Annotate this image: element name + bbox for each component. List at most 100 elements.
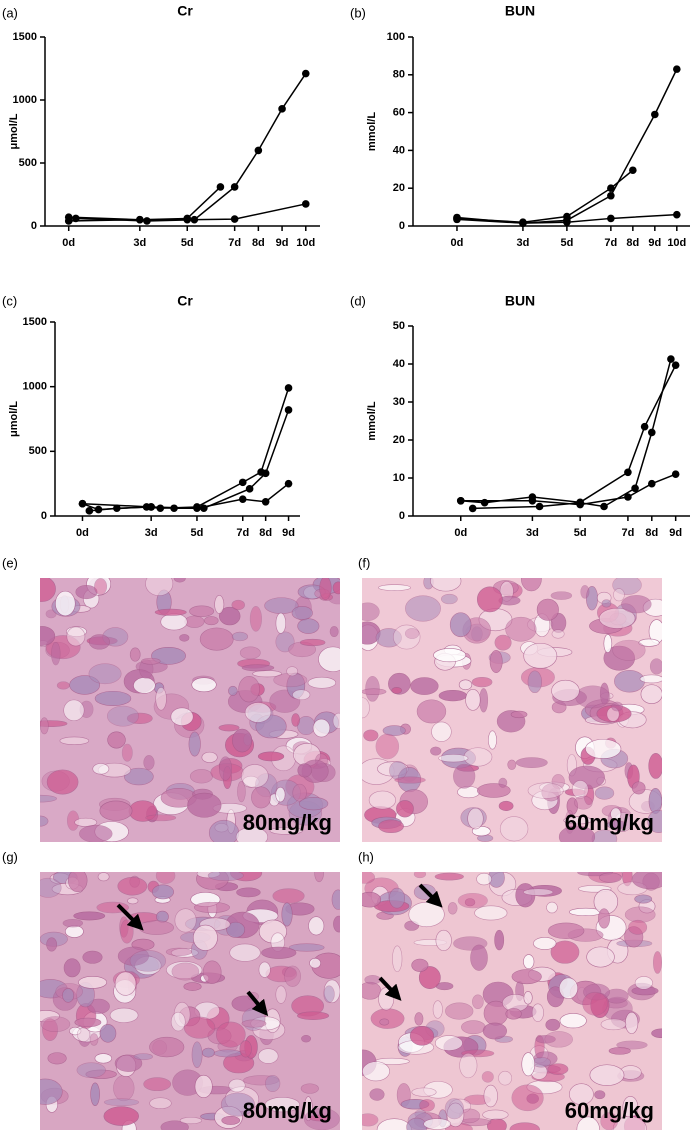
tissue	[447, 902, 458, 915]
tissue	[364, 974, 381, 985]
x-tick-label: 7d	[604, 237, 617, 249]
tissue	[498, 777, 508, 788]
tissue	[149, 1036, 185, 1058]
tissue	[569, 1083, 594, 1105]
data-line	[75, 73, 307, 222]
tissue	[571, 780, 589, 799]
tissue	[362, 872, 376, 884]
tissue	[88, 663, 122, 685]
y-tick-label: 40	[393, 144, 405, 156]
data-point	[284, 406, 293, 414]
tissue	[647, 809, 662, 834]
tissue	[558, 977, 579, 1000]
tissue	[449, 612, 472, 638]
tissue	[474, 905, 508, 921]
tissue	[368, 790, 396, 810]
arrow	[378, 976, 402, 1001]
tissue	[613, 588, 625, 602]
data-point	[519, 219, 527, 227]
tissue	[370, 1008, 405, 1029]
data-point	[667, 355, 675, 363]
tissue	[589, 1064, 625, 1086]
tissue	[292, 783, 307, 802]
tissue	[99, 1024, 117, 1043]
tissue	[603, 645, 636, 671]
tissue	[634, 976, 653, 990]
y-tick-label: 100	[387, 31, 405, 43]
tissue	[378, 584, 411, 591]
tissue	[40, 794, 57, 803]
tissue	[612, 639, 646, 661]
tissue	[218, 724, 240, 732]
tissue	[471, 676, 493, 688]
data-line	[456, 169, 634, 223]
tissue	[511, 1084, 544, 1112]
tissue	[183, 1016, 216, 1039]
tissue	[207, 872, 244, 882]
tissue	[208, 819, 240, 842]
tissue	[323, 985, 335, 1003]
tissue	[622, 872, 633, 887]
tissue	[464, 898, 476, 907]
tissue	[251, 786, 271, 809]
tissue	[453, 763, 476, 789]
tissue	[651, 1028, 662, 1039]
tissue	[575, 685, 611, 709]
chart-title: BUN	[505, 293, 535, 309]
tissue	[649, 658, 662, 675]
tissue	[435, 929, 452, 952]
tissue	[375, 628, 402, 648]
tissue	[333, 915, 340, 933]
micrograph	[40, 872, 340, 1130]
tissue	[564, 788, 586, 797]
tissue	[249, 606, 262, 632]
tissue	[603, 634, 613, 653]
tissue	[273, 673, 308, 688]
tissue	[551, 629, 565, 639]
tissue	[166, 961, 203, 979]
tissue	[527, 782, 564, 799]
tissue	[79, 824, 113, 842]
tissue	[199, 627, 234, 651]
tissue	[145, 814, 177, 822]
tissue	[331, 889, 340, 910]
data-point	[136, 215, 144, 224]
panel-label: (e)	[2, 555, 18, 570]
panel-label: (c)	[2, 293, 17, 308]
tissue	[62, 988, 75, 1003]
tissue	[291, 606, 313, 620]
tissue	[59, 736, 90, 746]
data-point	[64, 217, 73, 225]
micrograph	[40, 578, 340, 842]
tissue	[375, 733, 400, 760]
tissue	[187, 792, 222, 818]
tissue	[237, 781, 246, 803]
tissue	[323, 979, 340, 1004]
data-point	[624, 493, 632, 501]
tissue	[56, 681, 70, 690]
tissue	[362, 688, 387, 695]
tissue	[458, 679, 473, 691]
tissue	[76, 1062, 106, 1078]
panel-label: (g)	[2, 849, 18, 864]
tissue	[231, 631, 249, 642]
tissue	[133, 1053, 153, 1061]
tissue	[576, 1116, 600, 1130]
tissue	[218, 756, 233, 781]
data-point	[143, 217, 151, 225]
x-tick-label: 8d	[259, 527, 272, 539]
tissue	[362, 1113, 379, 1127]
tissue	[653, 951, 662, 974]
tissue	[648, 752, 662, 779]
tissue	[99, 800, 133, 821]
data-point	[238, 495, 247, 503]
tissue	[430, 746, 442, 756]
data-point	[607, 184, 615, 192]
tissue	[438, 754, 469, 763]
tissue	[127, 897, 139, 905]
tissue	[275, 985, 287, 1004]
image-caption: 60mg/kg	[565, 810, 654, 835]
tissue	[40, 815, 49, 827]
tissue	[171, 962, 200, 981]
